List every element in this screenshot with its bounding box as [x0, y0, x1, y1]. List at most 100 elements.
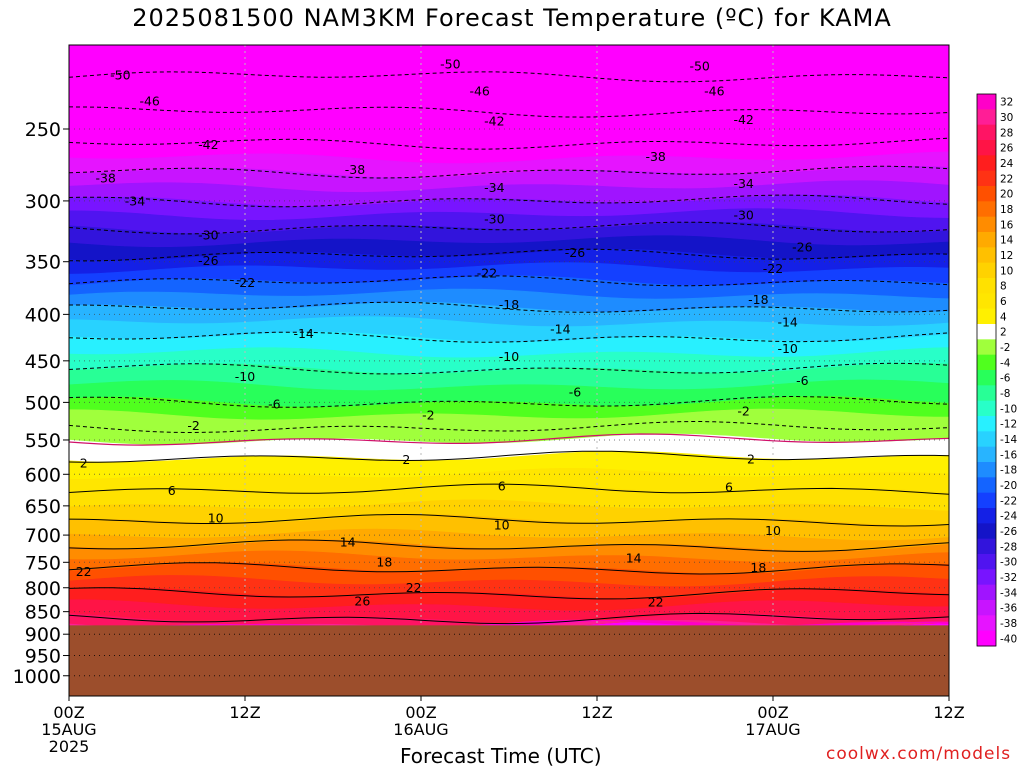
- x-tick-label: 16AUG: [393, 720, 448, 739]
- contour-label: 26: [354, 593, 370, 608]
- colorbar-label: 28: [1000, 127, 1013, 139]
- colorbar-swatch: [977, 492, 996, 509]
- colorbar-swatch: [977, 354, 996, 371]
- colorbar-swatch: [977, 324, 996, 340]
- colorbar-label: -18: [1000, 465, 1017, 477]
- contour-label: 18: [376, 554, 392, 569]
- contour-label: 6: [725, 480, 733, 495]
- colorbar-label: 22: [1000, 173, 1013, 185]
- colorbar-label: 26: [1000, 143, 1014, 155]
- contour-label: 22: [76, 564, 92, 579]
- contour-label: -30: [484, 211, 504, 226]
- colorbar-label: -34: [1000, 587, 1017, 599]
- colorbar-swatch: [977, 124, 996, 141]
- plot-frame: [68, 44, 950, 697]
- colorbar-swatch: [977, 630, 996, 647]
- colorbar-label: 10: [1000, 265, 1013, 277]
- y-tick-label: 500: [25, 392, 61, 414]
- contour-label: 18: [750, 560, 766, 575]
- contour-label: -6: [268, 396, 281, 411]
- y-tick-label: 650: [25, 496, 61, 518]
- isotherm-line: [68, 539, 950, 552]
- colorbar-label: -26: [1000, 526, 1017, 538]
- contour-label: -10: [777, 341, 797, 356]
- contour-label: -50: [689, 58, 709, 73]
- colorbar-swatch: [977, 538, 996, 555]
- colorbar-swatch: [977, 170, 996, 187]
- colorbar-label: -24: [1000, 511, 1017, 523]
- colorbar-swatch: [977, 615, 996, 632]
- contour-label: -10: [235, 369, 255, 384]
- colorbar-swatch: [977, 339, 996, 356]
- colorbar-swatch: [977, 416, 996, 432]
- contour-label: -34: [484, 180, 504, 195]
- contour-label: 22: [648, 594, 664, 609]
- colorbar-label: -38: [1000, 618, 1017, 630]
- y-tick-label: 400: [25, 304, 61, 326]
- colorbar-label: -14: [1000, 434, 1017, 446]
- colorbar-label: -8: [1000, 388, 1010, 400]
- colorbar-swatch: [977, 262, 996, 279]
- y-tick-label: 450: [25, 351, 61, 373]
- colorbar-swatch: [977, 431, 996, 448]
- colorbar-label: 6: [1000, 296, 1007, 308]
- colorbar-swatch: [977, 600, 996, 616]
- contour-label: -18: [499, 297, 519, 312]
- contour-label: -46: [469, 83, 489, 98]
- isotherm-line: [68, 514, 950, 527]
- contour-label: -42: [484, 114, 504, 129]
- contour-label: 14: [340, 534, 356, 549]
- colorbar-swatch: [977, 477, 996, 494]
- contour-label: -38: [95, 170, 115, 185]
- colorbar-swatch: [977, 186, 996, 202]
- y-tick-label: 350: [25, 252, 61, 274]
- y-tick-label: 800: [25, 578, 61, 600]
- contour-label: -6: [796, 373, 809, 388]
- contour-label: -38: [645, 149, 665, 164]
- contour-label: 2: [80, 455, 88, 470]
- y-tick-label: 600: [25, 464, 61, 486]
- contour-label: -22: [235, 275, 255, 290]
- colorbar-swatch: [977, 94, 996, 110]
- y-tick-label: 250: [25, 119, 61, 141]
- colorbar-label: 32: [1000, 97, 1013, 109]
- colorbar-swatch: [977, 155, 996, 172]
- contour-label: 2: [402, 452, 410, 467]
- colorbar-label: -36: [1000, 603, 1017, 615]
- colorbar-label: 18: [1000, 204, 1013, 216]
- colorbar-label: -10: [1000, 403, 1017, 415]
- colorbar-label: 4: [1000, 311, 1007, 323]
- below-ground-area: [69, 625, 949, 696]
- contour-label: 6: [168, 483, 176, 498]
- contour-label: -50: [110, 67, 130, 82]
- contour-label: -38: [345, 162, 365, 177]
- x-tick-label: 15AUG: [41, 720, 96, 739]
- colorbar-swatch: [977, 523, 996, 540]
- colorbar-label: -30: [1000, 557, 1017, 569]
- colorbar-swatch: [977, 109, 996, 126]
- colorbar-label: -40: [1000, 633, 1017, 645]
- colorbar-swatch: [977, 462, 996, 478]
- contour-label: -2: [422, 407, 434, 422]
- colorbar-label: 8: [1000, 281, 1007, 293]
- colorbar-swatch: [977, 140, 996, 156]
- contour-label: -50: [440, 56, 460, 71]
- contour-label: -14: [293, 326, 313, 341]
- contour-label: -2: [187, 418, 199, 433]
- isotherm-line: [68, 483, 950, 495]
- isotherm-contours: [68, 71, 950, 625]
- isotherm-line: [68, 450, 950, 463]
- contour-label: -30: [198, 227, 218, 242]
- contour-label: 10: [765, 523, 781, 538]
- contour-label: -34: [733, 176, 753, 191]
- contour-label: 6: [498, 478, 506, 493]
- contour-label: -22: [477, 265, 497, 280]
- colorbar-label: -16: [1000, 449, 1017, 461]
- colorbar-swatch: [977, 232, 996, 248]
- colorbar-swatch: [977, 400, 996, 417]
- contour-label: -46: [704, 83, 724, 98]
- colorbar-swatch: [977, 508, 996, 524]
- chart-title: 2025081500 NAM3KM Forecast Temperature (…: [132, 4, 892, 32]
